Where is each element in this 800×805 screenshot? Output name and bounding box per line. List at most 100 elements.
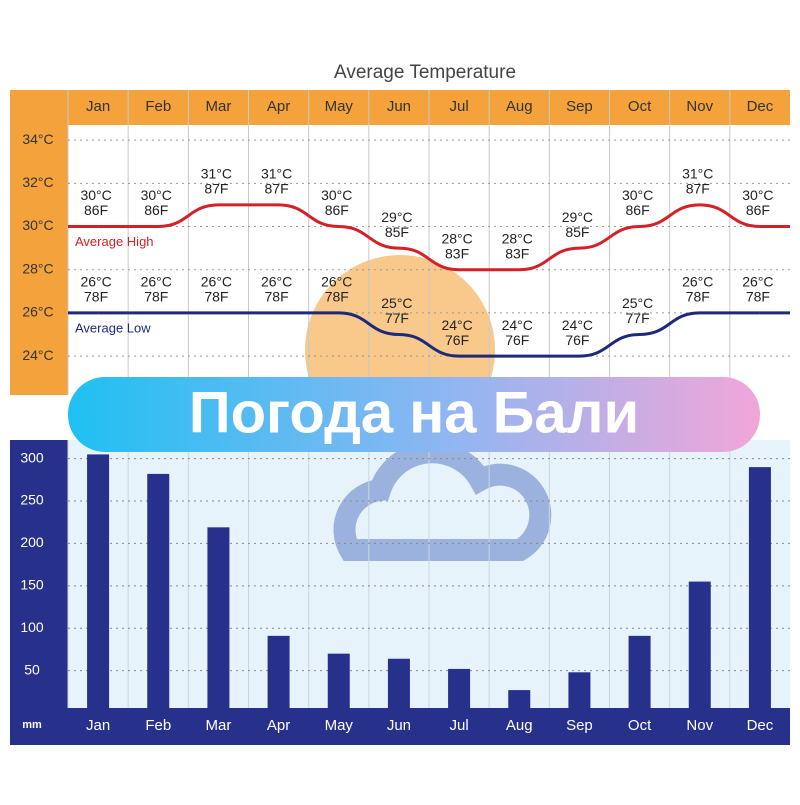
x-tick-label: Dec bbox=[747, 98, 774, 115]
x-tick-label: Mar bbox=[205, 717, 231, 734]
data-label: 78F bbox=[84, 289, 108, 305]
y-tick-label: 50 bbox=[24, 661, 40, 677]
data-label: 24°C bbox=[441, 317, 472, 333]
y-tick-label: 150 bbox=[20, 577, 44, 593]
y-tick-label: 300 bbox=[20, 449, 44, 465]
axis-band bbox=[10, 90, 68, 395]
y-tick-label: 28°C bbox=[22, 260, 53, 276]
data-label: 76F bbox=[445, 332, 469, 348]
data-label: 30°C bbox=[141, 187, 172, 203]
y-tick-label: 24°C bbox=[22, 347, 53, 363]
series-label: Average Low bbox=[75, 320, 151, 335]
bar bbox=[267, 635, 290, 708]
data-label: 87F bbox=[686, 181, 710, 197]
data-label: 78F bbox=[686, 289, 710, 305]
x-tick-label: Apr bbox=[267, 717, 290, 734]
data-label: 86F bbox=[746, 202, 770, 218]
data-label: 78F bbox=[204, 289, 228, 305]
bar bbox=[508, 690, 531, 708]
series-line bbox=[98, 203, 760, 272]
data-label: 76F bbox=[565, 332, 589, 348]
x-tick-label: Jan bbox=[86, 717, 110, 734]
x-tick-label: Nov bbox=[686, 98, 713, 115]
x-tick-label: Sep bbox=[566, 717, 593, 734]
x-axis-band bbox=[10, 708, 790, 745]
x-tick-label: Jul bbox=[449, 98, 468, 115]
bar bbox=[688, 581, 711, 708]
data-label: 26°C bbox=[201, 274, 232, 290]
y-tick-label: 250 bbox=[20, 492, 44, 508]
bar bbox=[748, 467, 771, 708]
data-label: 25°C bbox=[622, 295, 653, 311]
data-label: 30°C bbox=[321, 187, 352, 203]
data-label: 28°C bbox=[441, 230, 472, 246]
data-label: 31°C bbox=[261, 166, 292, 182]
bar bbox=[327, 653, 350, 708]
data-label: 76F bbox=[505, 332, 529, 348]
x-tick-label: Feb bbox=[145, 98, 171, 115]
y-tick-label: 34°C bbox=[22, 131, 53, 147]
data-label: 28°C bbox=[502, 230, 533, 246]
data-label: 86F bbox=[144, 202, 168, 218]
data-label: 86F bbox=[626, 202, 650, 218]
series-label: Average High bbox=[75, 234, 154, 249]
data-label: 85F bbox=[385, 224, 409, 240]
header-band bbox=[10, 90, 790, 125]
data-label: 25°C bbox=[381, 295, 412, 311]
banner-title: Погода на Бали bbox=[189, 380, 639, 445]
x-tick-label: May bbox=[325, 98, 354, 115]
data-label: 26°C bbox=[742, 274, 773, 290]
x-tick-label: Dec bbox=[747, 717, 774, 734]
axis-band bbox=[10, 440, 68, 745]
data-label: 83F bbox=[505, 245, 529, 261]
banner-background bbox=[68, 377, 760, 452]
data-label: 77F bbox=[626, 310, 650, 326]
data-label: 86F bbox=[84, 202, 108, 218]
y-tick-label: 30°C bbox=[22, 217, 53, 233]
x-tick-label: Jul bbox=[449, 717, 468, 734]
x-tick-label: Feb bbox=[145, 717, 171, 734]
x-tick-label: Aug bbox=[506, 98, 533, 115]
bar bbox=[628, 635, 651, 708]
data-label: 83F bbox=[445, 245, 469, 261]
data-label: 26°C bbox=[321, 274, 352, 290]
bar bbox=[448, 668, 471, 708]
y-tick-label: 26°C bbox=[22, 304, 53, 320]
data-label: 24°C bbox=[502, 317, 533, 333]
x-tick-label: Jun bbox=[387, 717, 411, 734]
data-label: 78F bbox=[144, 289, 168, 305]
chart-title: Average Temperature bbox=[334, 62, 516, 83]
x-tick-label: Mar bbox=[205, 98, 231, 115]
series-line bbox=[98, 311, 760, 358]
data-label: 31°C bbox=[201, 166, 232, 182]
x-tick-label: Apr bbox=[267, 98, 290, 115]
x-tick-label: Jun bbox=[387, 98, 411, 115]
x-tick-label: Jan bbox=[86, 98, 110, 115]
data-label: 86F bbox=[325, 202, 349, 218]
bar bbox=[87, 454, 110, 708]
data-label: 24°C bbox=[562, 317, 593, 333]
bar bbox=[147, 473, 170, 708]
y-tick-label: 200 bbox=[20, 534, 44, 550]
x-tick-label: May bbox=[325, 717, 354, 734]
data-label: 78F bbox=[265, 289, 289, 305]
data-label: 26°C bbox=[682, 274, 713, 290]
data-label: 26°C bbox=[80, 274, 111, 290]
x-tick-label: Sep bbox=[566, 98, 593, 115]
data-label: 30°C bbox=[80, 187, 111, 203]
y-tick-label: 32°C bbox=[22, 174, 53, 190]
data-label: 26°C bbox=[261, 274, 292, 290]
data-label: 78F bbox=[325, 289, 349, 305]
bar bbox=[568, 672, 591, 708]
data-label: 77F bbox=[385, 310, 409, 326]
x-tick-label: Oct bbox=[628, 98, 652, 115]
bar bbox=[387, 658, 410, 708]
data-label: 31°C bbox=[682, 166, 713, 182]
data-label: 30°C bbox=[622, 187, 653, 203]
data-label: 78F bbox=[746, 289, 770, 305]
x-tick-label: Oct bbox=[628, 717, 652, 734]
data-label: 85F bbox=[565, 224, 589, 240]
x-tick-label: Aug bbox=[506, 717, 533, 734]
data-label: 87F bbox=[265, 181, 289, 197]
